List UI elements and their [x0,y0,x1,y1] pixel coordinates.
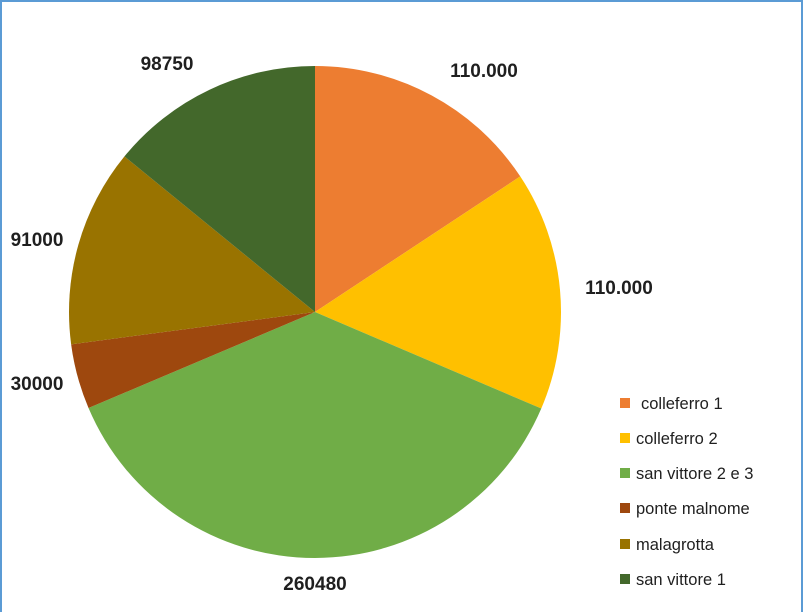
legend-swatch-ponte-malnome [620,503,630,513]
data-label-malagrotta: 91000 [11,230,64,251]
pie-slice-san-vittore-1 [124,65,315,312]
pie-slice-colleferro-1 [315,66,521,312]
pie-slice-ponte-malnome [71,312,316,409]
legend-swatch-colleferro-2 [620,433,630,443]
legend: colleferro 1 colleferro 2 san vittore 2 … [620,395,753,589]
legend-label-san-vittore-2-e-3: san vittore 2 e 3 [636,465,753,483]
legend-label-ponte-malnome: ponte malnome [636,500,750,518]
legend-swatch-colleferro-1 [620,398,630,408]
data-label-san-vittore-2-e-3: 260480 [283,574,346,595]
data-label-ponte-malnome: 30000 [11,374,64,395]
pie-slice-colleferro-2 [315,176,561,409]
legend-swatch-san-vittore-2-e-3 [620,468,630,478]
pie-slice-san-vittore-2-e-3 [88,312,542,558]
data-label-colleferro-1: 110.000 [450,61,518,82]
legend-label-colleferro-2: colleferro 2 [636,430,718,448]
data-label-san-vittore-1: 98750 [141,54,194,75]
legend-label-malagrotta: malagrotta [636,536,715,554]
pie-slice-malagrotta [69,156,315,345]
legend-swatch-malagrotta [620,539,630,549]
data-label-colleferro-2: 110.000 [585,278,653,299]
legend-label-san-vittore-1: san vittore 1 [636,571,726,589]
legend-label-colleferro-1: colleferro 1 [641,395,723,413]
pie-slices [69,65,561,558]
legend-swatch-san-vittore-1 [620,574,630,584]
data-labels: 110.000 110.000 260480 30000 91000 98750 [11,54,653,595]
